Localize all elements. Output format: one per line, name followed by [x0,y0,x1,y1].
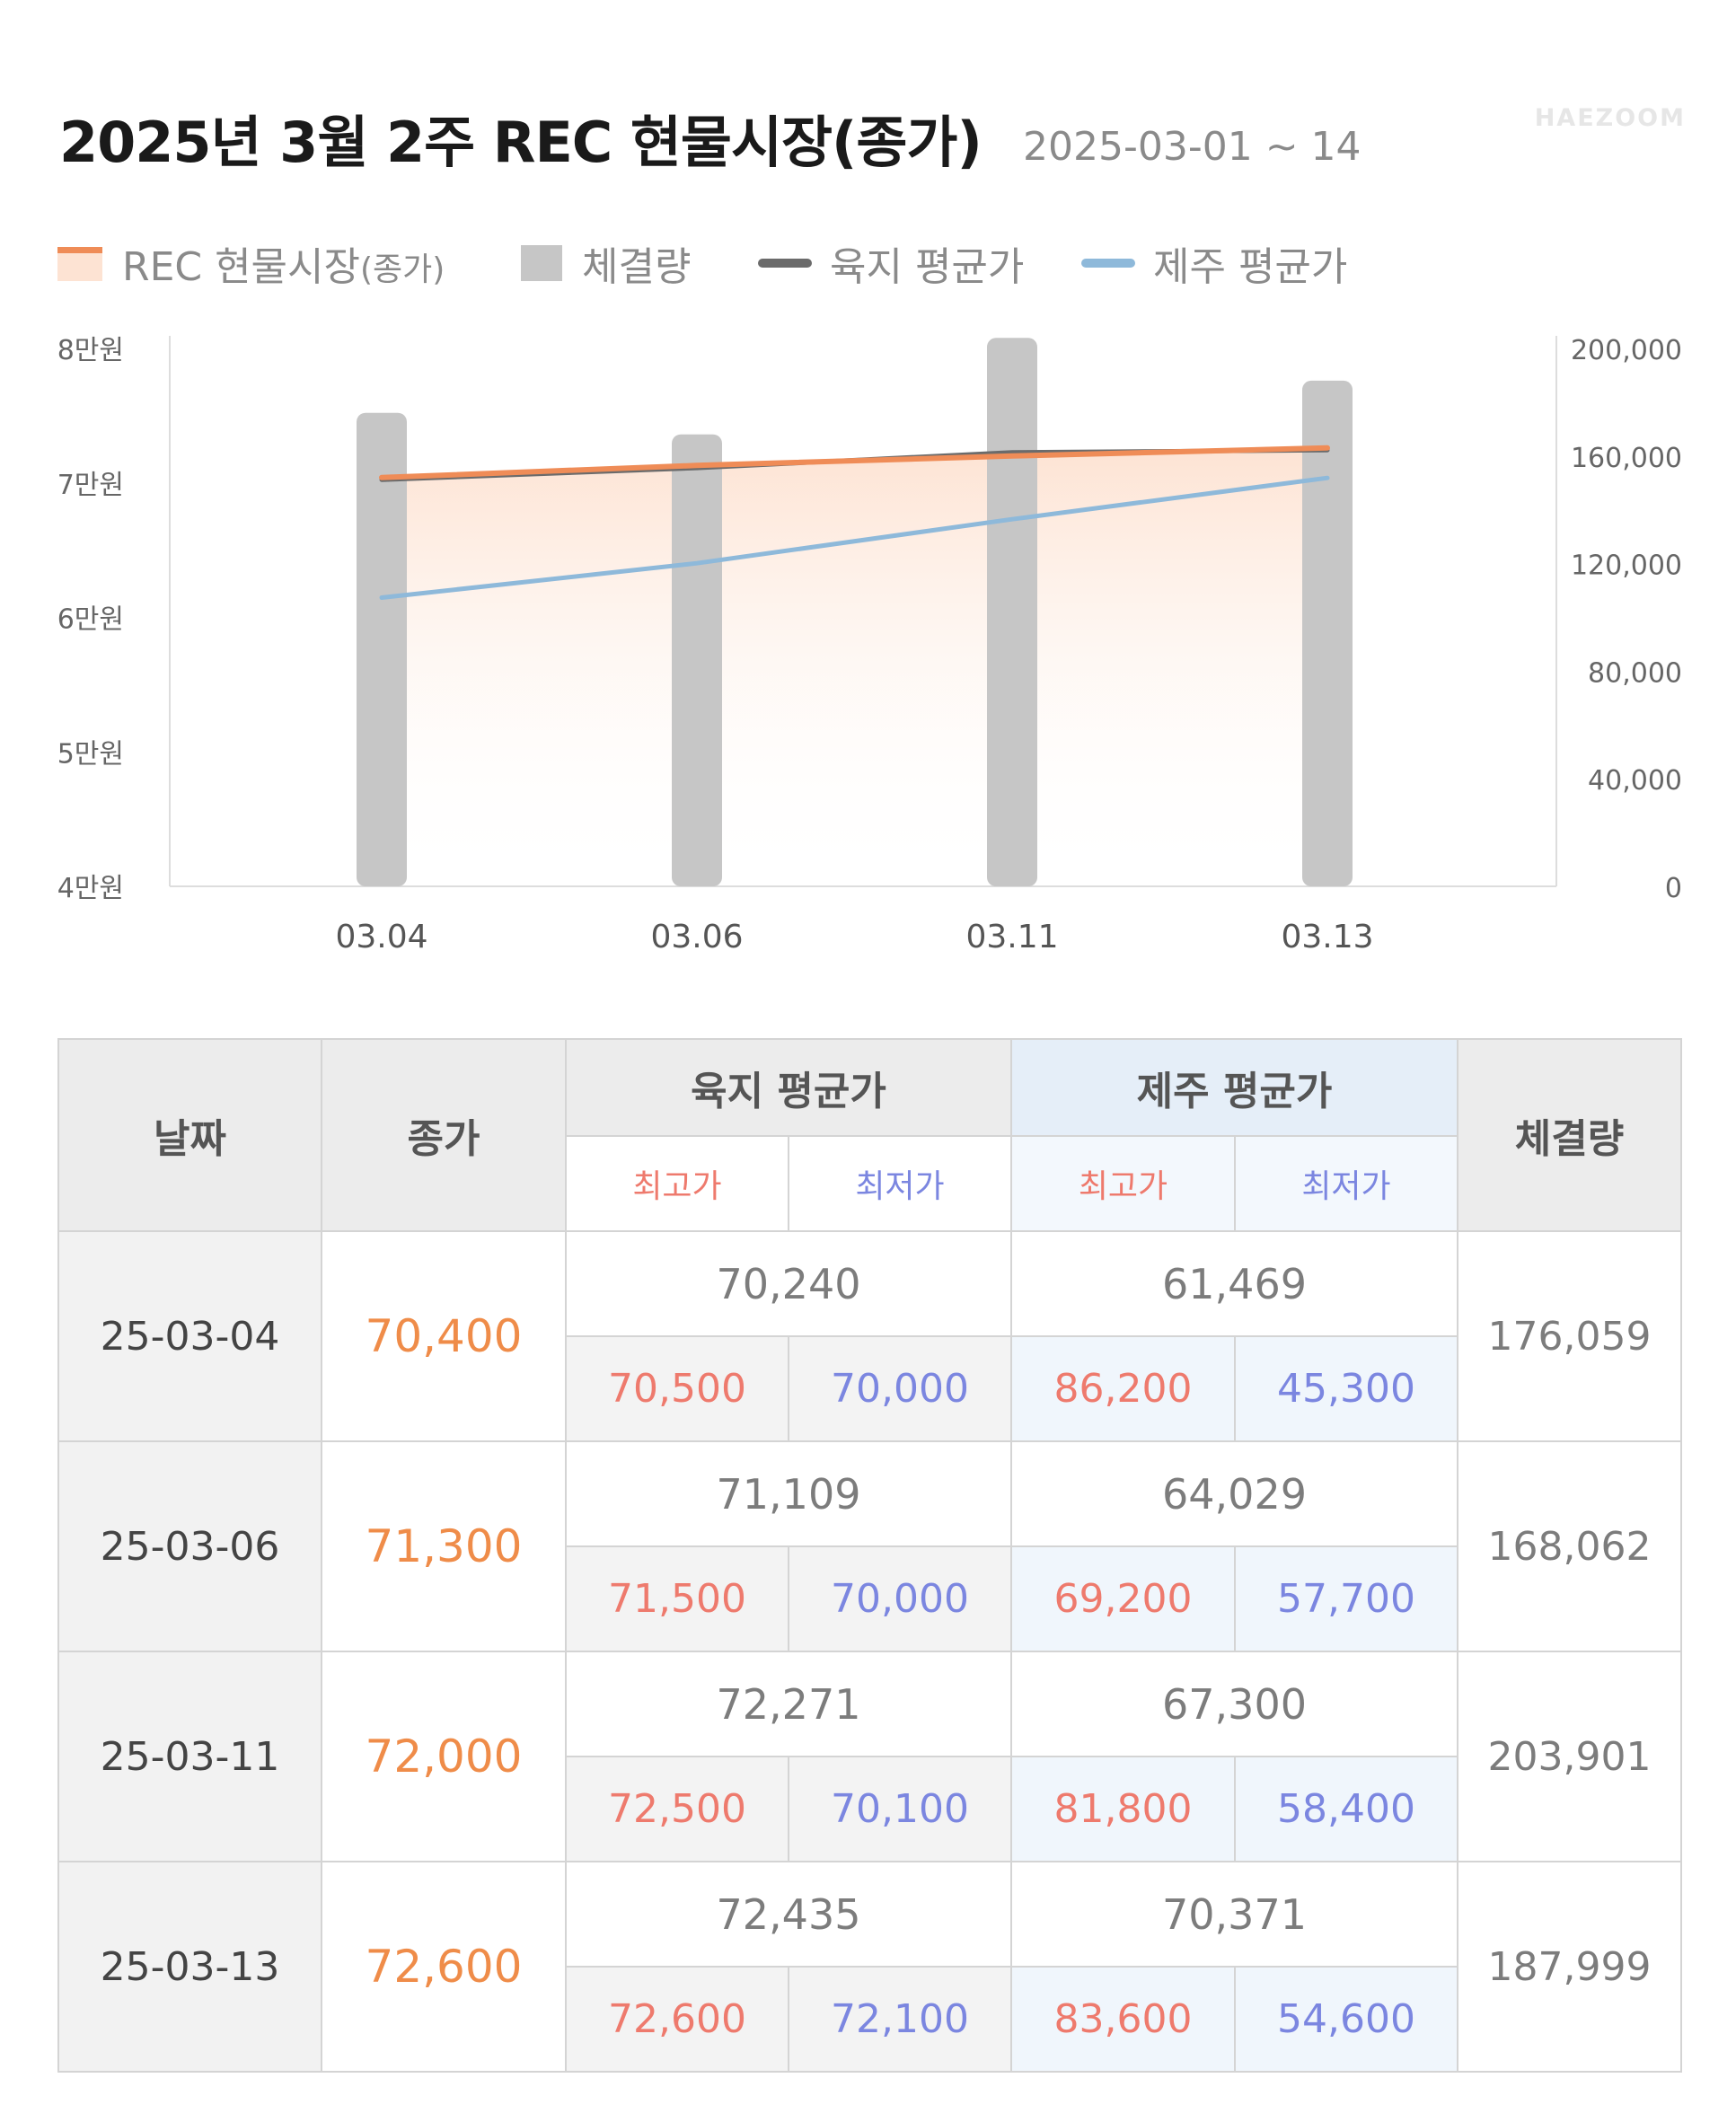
right-tick-label: 80,000 [1588,657,1682,689]
cell-volume: 203,901 [1457,1651,1682,1862]
cell-land-high: 72,500 [565,1756,789,1862]
date-range: 2025-03-01 ~ 14 [1023,124,1361,170]
header-jeju-low: 최저가 [1234,1135,1458,1232]
x-tick-label: 03.04 [335,919,427,955]
cell-jeju-avg: 61,469 [1010,1230,1458,1337]
header-jeju-avg: 제주 평균가 [1010,1038,1458,1137]
cell-jeju-low: 57,700 [1234,1545,1458,1652]
cell-date: 25-03-13 [57,1861,322,2073]
cell-jeju-high: 81,800 [1010,1756,1236,1862]
cell-land-avg: 71,109 [565,1440,1012,1547]
cell-close: 71,300 [321,1440,567,1652]
cell-date: 25-03-06 [57,1440,322,1652]
right-tick-label: 0 [1665,873,1682,904]
table-row: 25-03-13 72,600 72,435 70,371 187,999 [57,1861,1682,2073]
table-row: 25-03-11 72,000 72,271 67,300 203,901 [57,1651,1682,1862]
left-tick-label: 6만원 [57,604,124,636]
cell-jeju-low: 54,600 [1234,1966,1458,2073]
cell-land-avg: 70,240 [565,1230,1012,1337]
table-row-sub: 72,500 70,100 81,800 58,400 [58,1756,1681,1862]
volume-bar [357,412,407,886]
cell-volume: 168,062 [1457,1440,1682,1652]
cell-land-low: 72,100 [788,1966,1012,2073]
rec-area-fill [382,447,1327,886]
legend-swatch-area-icon [57,247,102,281]
right-tick-label: 160,000 [1571,443,1682,474]
legend-item-land: 육지 평균가 [758,232,1024,295]
chart-legend: REC 현물시장(종가) 체결량 육지 평균가 제주 평균가 [57,232,1692,295]
cell-land-high: 72,600 [565,1966,789,2073]
header-land-low: 최저가 [788,1135,1012,1232]
table-row: 25-03-04 70,400 70,240 61,469 176,059 [57,1230,1682,1442]
x-tick-label: 03.11 [965,919,1058,955]
legend-item-volume: 체결량 [521,232,691,295]
table-row-sub: 72,600 72,100 83,600 54,600 [58,1966,1681,2073]
legend-label-volume: 체결량 [582,244,692,290]
legend-label-jeju: 제주 평균가 [1153,244,1348,290]
left-tick-label: 4만원 [57,873,124,904]
legend-label-land: 육지 평균가 [830,244,1025,290]
legend-swatch-bar-icon [521,245,562,281]
x-tick-label: 03.06 [650,919,743,955]
cell-volume: 176,059 [1457,1230,1682,1442]
cell-land-avg: 72,271 [565,1651,1012,1757]
cell-jeju-avg: 64,029 [1010,1440,1458,1547]
table-row-sub: 71,500 70,000 69,200 57,700 [58,1545,1681,1652]
header-close: 종가 [321,1038,567,1232]
cell-date: 25-03-11 [57,1651,322,1862]
cell-jeju-avg: 67,300 [1010,1651,1458,1757]
volume-bar [1302,380,1353,886]
cell-land-high: 70,500 [565,1335,789,1442]
cell-jeju-low: 45,300 [1234,1335,1458,1442]
table-row: 25-03-06 71,300 71,109 64,029 168,062 [57,1440,1682,1652]
cell-close: 72,600 [321,1861,567,2073]
rec-close-line [379,445,1330,480]
right-tick-label: 200,000 [1571,335,1682,366]
legend-swatch-line-icon [758,259,812,268]
combo-chart: 8만원 7만원 6만원 5만원 4만원 200,000 160,000 120,000 80,0… [57,335,1682,955]
cell-land-high: 71,500 [565,1545,789,1652]
cell-jeju-low: 58,400 [1234,1756,1458,1862]
table-body: 25-03-04 70,400 70,240 61,469 176,059 70,500 7… [57,1230,1682,2073]
left-tick-label: 8만원 [57,335,124,366]
volume-bar [672,434,722,886]
header-jeju-high: 최고가 [1010,1135,1236,1232]
header-volume: 체결량 [1457,1038,1682,1232]
header-date: 날짜 [57,1038,322,1232]
cell-close: 72,000 [321,1651,567,1862]
right-tick-label: 120,000 [1571,550,1682,582]
cell-close: 70,400 [321,1230,567,1442]
header-land-high: 최고가 [565,1135,789,1232]
table-row-sub: 70,500 70,000 86,200 45,300 [58,1335,1681,1442]
volume-bar [987,338,1037,886]
legend-item-jeju: 제주 평균가 [1081,232,1347,295]
header-land-avg: 육지 평균가 [565,1038,1012,1137]
cell-jeju-high: 69,200 [1010,1545,1236,1652]
cell-jeju-high: 86,200 [1010,1335,1236,1442]
legend-label-rec: REC 현물시장(종가) [122,244,445,290]
price-table: 날짜 종가 육지 평균가 제주 평균가 체결량 최고가 최저가 최고가 최저가 … [57,1038,1682,2073]
page-title: 2025년 3월 2주 REC 현물시장(종가) [59,110,983,175]
cell-jeju-high: 83,600 [1010,1966,1236,2073]
x-tick-label: 03.13 [1281,919,1373,955]
legend-swatch-line-icon [1081,259,1135,268]
cell-jeju-avg: 70,371 [1010,1861,1458,1968]
watermark-logo: HAEZOOM [1534,104,1686,132]
left-tick-label: 5만원 [57,738,124,770]
cell-land-low: 70,000 [788,1335,1012,1442]
cell-land-avg: 72,435 [565,1861,1012,1968]
cell-volume: 187,999 [1457,1861,1682,2073]
left-tick-label: 7만원 [57,470,124,501]
legend-item-rec: REC 현물시장(종가) [57,232,445,295]
cell-date: 25-03-04 [57,1230,322,1442]
right-tick-label: 40,000 [1588,765,1682,797]
cell-land-low: 70,000 [788,1545,1012,1652]
cell-land-low: 70,100 [788,1756,1012,1862]
jeju-avg-line [379,475,1330,600]
